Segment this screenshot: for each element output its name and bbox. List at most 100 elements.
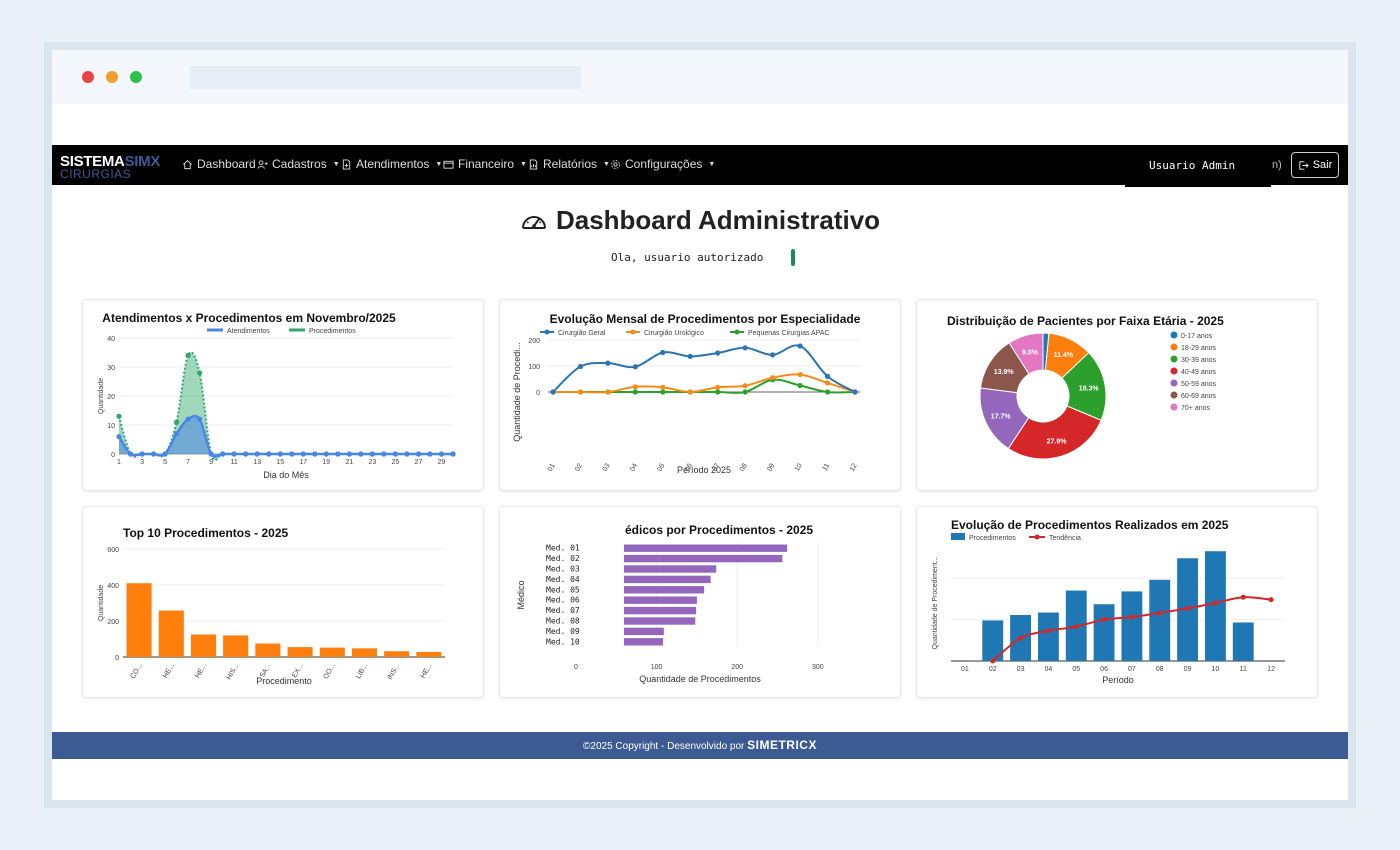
legend-label: Procedimentos [309,328,356,335]
chevron-down-icon: ▼ [708,160,716,168]
x-tick-label: 25 [392,459,400,466]
x-tick-label: CO... [130,662,144,680]
data-point [687,353,693,359]
user-name[interactable]: Usuario Admin [1125,145,1271,187]
page-footer: ©2025 Copyright - Desenvolvido por SIMET… [52,732,1348,759]
x-tick-label: INS... [387,662,402,681]
legend-marker [1170,403,1178,411]
legend-label: 50-59 anos [1181,381,1217,388]
data-point [742,383,748,389]
maximize-dot-icon[interactable] [130,71,142,83]
x-tick-label: 06 [1100,666,1108,673]
legend-label: Procedimentos [969,535,1016,542]
data-point [797,371,803,378]
slice-label: 17.7% [991,413,1012,420]
chart-card-faixa-etaria: Distribuição de Pacientes por Faixa Etár… [916,299,1318,491]
x-tick-label: 27 [415,459,423,466]
top-navbar: SISTEMASIMX CIRURGIAS Dashboard Cadastro… [52,145,1348,187]
x-tick-label: 07 [711,462,721,472]
slice-label: 27.9% [1047,438,1068,445]
x-tick-label: HE... [420,662,434,679]
bar [982,620,1004,661]
bar [624,638,664,646]
bar [384,651,410,657]
legend-label: 40-49 anos [1181,369,1217,376]
chevron-down-icon: ▼ [332,160,340,168]
data-point [715,350,721,356]
data-point [404,451,410,457]
data-point [660,384,666,390]
data-point [139,451,145,457]
data-point [687,389,693,395]
trend-point [1185,605,1191,611]
data-point [369,451,375,457]
data-point [173,419,180,425]
y-tick-label: 0 [115,655,119,662]
bar [624,544,788,552]
slice-label: 18.3% [1079,386,1100,393]
data-point [770,352,776,358]
address-bar[interactable] [190,66,581,89]
footer-brand[interactable]: SIMETRICX [747,738,817,752]
brand-text-b: SIMX [124,153,161,170]
x-tick-label: 10 [1212,666,1220,673]
nav-cadastros[interactable]: Cadastros ▼ [257,157,340,171]
y-tick-label: Med. 01 [546,544,580,553]
data-point [173,431,180,437]
bar [158,610,184,657]
chart-card-especialidade: Evolução Mensal de Procedimentos por Esp… [499,299,901,491]
data-point [632,364,638,370]
nav-configuracoes[interactable]: Configurações ▼ [610,157,715,171]
data-point [127,451,134,457]
nav-financeiro[interactable]: Financeiro ▼ [443,157,527,171]
x-tick-label: 08 [1156,666,1164,673]
data-point [824,373,831,379]
users-icon [257,159,268,169]
legend-label: 0-17 anos [1181,333,1213,340]
legend-marker [734,329,740,335]
y-tick-label: 0 [536,390,540,397]
x-tick-label: 07 [1128,666,1136,673]
series-line [552,344,856,393]
nav-relatorios[interactable]: Relatórios ▼ [528,157,610,171]
nav-atendimentos[interactable]: Atendimentos ▼ [341,157,442,171]
data-point [415,451,422,457]
data-point [323,451,329,457]
legend-marker [1170,343,1178,351]
data-point [742,345,748,351]
minimize-dot-icon[interactable] [106,71,118,83]
trend-point [1268,597,1274,603]
series-line [118,351,453,461]
data-point [243,451,249,457]
x-tick-label: 05 [1072,666,1080,673]
data-point [632,384,638,390]
chart-atendimentos: Atendimentos x Procedimentos em Novembro… [98,311,456,480]
bar [351,648,378,657]
x-tick-label: 5 [163,459,167,466]
chart-faixa-etaria: Distribuição de Pacientes por Faixa Etár… [947,314,1224,460]
chart-title: Evolução de Procedimentos Realizados em … [951,518,1229,532]
x-tick-label: 02 [574,462,584,472]
close-dot-icon[interactable] [82,71,94,83]
x-tick-label: HIS... [226,662,241,681]
pie-slice [1007,405,1102,460]
trend-point [990,658,996,664]
bar [1149,579,1171,661]
chart-card-top10: Top 10 Procedimentos - 2025 0 200 400 600 CO.… [82,506,484,698]
user-role-suffix: n) [1272,159,1282,171]
nav-dashboard[interactable]: Dashboard [182,157,256,171]
y-tick-label: 200 [107,619,119,626]
x-axis-label: Período 2025 [677,465,731,475]
x-tick-label: 01 [547,462,557,472]
legend-label: Atendimentos [227,328,270,335]
trend-point [1101,617,1107,623]
y-tick-label: Med. 07 [546,606,580,615]
legend-marker [1170,331,1178,339]
y-tick-label: Med. 08 [546,617,580,626]
logout-button[interactable]: Sair [1291,152,1339,178]
brand-logo[interactable]: SISTEMASIMX CIRURGIAS [60,154,170,180]
bar [126,583,152,657]
x-tick-label: 11 [822,462,832,472]
x-axis-label: Procedimento [256,676,312,686]
page-title: Dashboard Administrativo [52,205,1348,236]
